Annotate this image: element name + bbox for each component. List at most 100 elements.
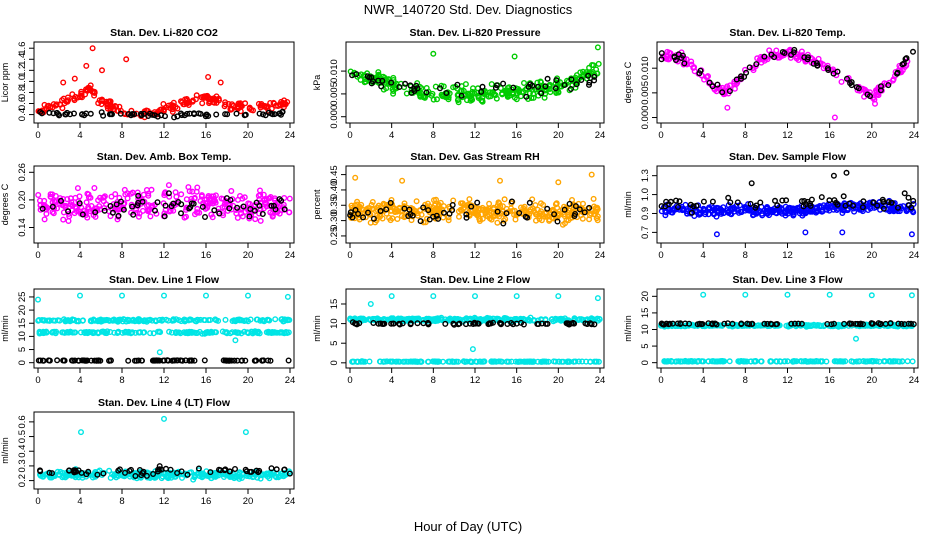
- data-point: [558, 83, 565, 90]
- data-point: [362, 78, 369, 85]
- data-point: [779, 197, 786, 204]
- data-point: [281, 101, 288, 108]
- data-point: [726, 358, 733, 365]
- data-point: [545, 358, 552, 365]
- data-point: [182, 213, 189, 220]
- data-point: [46, 357, 53, 364]
- data-point: [166, 328, 173, 335]
- data-point: [121, 186, 128, 193]
- data-point: [831, 320, 838, 327]
- data-point: [352, 206, 359, 213]
- x-tick-label: 0: [347, 375, 352, 386]
- y-axis-label: percent: [312, 189, 322, 220]
- x-tick-label: 4: [701, 250, 706, 261]
- data-point: [144, 207, 151, 214]
- data-point: [91, 184, 98, 191]
- data-point: [194, 209, 201, 216]
- data-point: [238, 330, 245, 337]
- data-point: [355, 210, 362, 217]
- data-point: [476, 217, 483, 224]
- data-point: [49, 203, 56, 210]
- data-point: [802, 358, 809, 365]
- data-point: [591, 203, 598, 210]
- data-point: [195, 110, 202, 117]
- data-point: [266, 475, 273, 482]
- data-point: [734, 199, 741, 206]
- data-point: [151, 207, 158, 214]
- x-tick-label: 8: [119, 375, 124, 386]
- data-point: [201, 357, 208, 364]
- data-point: [98, 67, 105, 74]
- data-point: [411, 85, 418, 92]
- data-point: [788, 51, 795, 58]
- data-point: [831, 114, 838, 121]
- data-point: [242, 357, 249, 364]
- data-point: [523, 93, 530, 100]
- data-point: [544, 205, 551, 212]
- data-point: [731, 85, 738, 92]
- data-point: [696, 210, 703, 217]
- data-point: [45, 317, 52, 324]
- data-point: [552, 201, 559, 208]
- series-2: [39, 190, 288, 220]
- data-point: [407, 320, 414, 327]
- data-point: [776, 52, 783, 59]
- x-axis: 0 4 8 12 16 20 24: [35, 243, 295, 261]
- data-point: [565, 211, 572, 218]
- data-point: [493, 95, 500, 102]
- data-point: [748, 358, 755, 365]
- data-point: [112, 191, 119, 198]
- data-point: [591, 77, 598, 84]
- data-point: [178, 474, 185, 481]
- data-point: [171, 357, 178, 364]
- x-tick-label: 16: [511, 250, 522, 261]
- data-point: [100, 470, 107, 477]
- data-point: [139, 207, 146, 214]
- data-point: [352, 174, 359, 181]
- data-point: [178, 201, 185, 208]
- data-point: [814, 62, 821, 69]
- data-point: [269, 329, 276, 336]
- y-axis-label: ml/min: [623, 315, 633, 342]
- data-point: [154, 113, 161, 120]
- y-tick-label: 0.5: [17, 430, 28, 443]
- data-point: [222, 101, 229, 108]
- data-point: [826, 291, 833, 298]
- data-point: [561, 206, 568, 213]
- data-point: [537, 78, 544, 85]
- data-point: [878, 83, 885, 90]
- data-point: [96, 194, 103, 201]
- data-point: [169, 108, 176, 115]
- data-point: [521, 358, 528, 365]
- data-point: [501, 196, 508, 203]
- data-point: [379, 320, 386, 327]
- data-point: [677, 321, 684, 328]
- data-point: [454, 97, 461, 104]
- data-point: [67, 318, 74, 325]
- data-point: [89, 474, 96, 481]
- data-point: [772, 197, 779, 204]
- x-tick-label: 8: [119, 496, 124, 507]
- data-point: [206, 98, 213, 105]
- data-point: [116, 317, 123, 324]
- data-point: [83, 471, 90, 478]
- data-point: [903, 206, 910, 213]
- data-point: [160, 292, 167, 299]
- x-tick-label: 16: [824, 250, 835, 261]
- data-point: [188, 357, 195, 364]
- data-point: [237, 108, 244, 115]
- data-point: [688, 58, 695, 65]
- data-point: [272, 316, 279, 323]
- data-point: [286, 317, 293, 324]
- data-point: [227, 106, 234, 113]
- data-point: [213, 99, 220, 106]
- data-point: [869, 320, 876, 327]
- data-point: [824, 321, 831, 328]
- data-point: [252, 357, 259, 364]
- data-point: [565, 358, 572, 365]
- data-point: [521, 79, 528, 86]
- data-point: [233, 210, 240, 217]
- data-point: [494, 208, 501, 215]
- data-point: [57, 101, 64, 108]
- data-point: [65, 208, 72, 215]
